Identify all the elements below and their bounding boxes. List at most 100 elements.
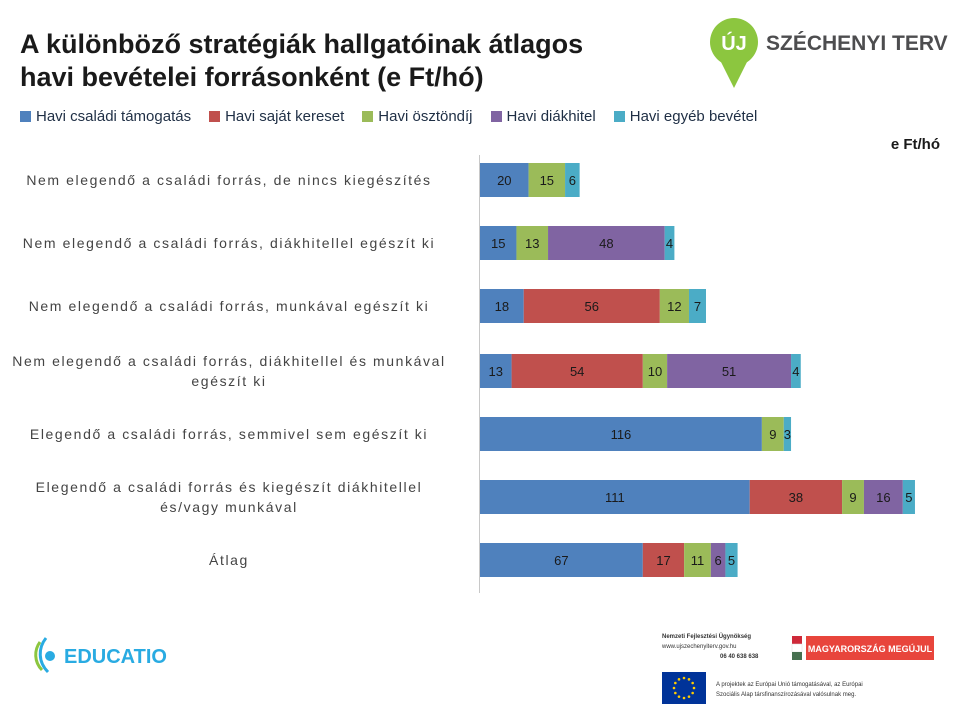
bar-segment	[565, 163, 580, 197]
category-label-line: egészít ki	[191, 373, 267, 389]
legend-label: Havi egyéb bevétel	[629, 108, 758, 125]
flag-white	[791, 643, 803, 653]
legend-swatch	[613, 111, 625, 122]
data-label: 10	[648, 364, 662, 379]
educatio-text: EDUCATIO	[64, 646, 167, 668]
bar-segment	[761, 417, 784, 451]
eu-star	[677, 678, 681, 681]
legend-swatch	[20, 111, 31, 122]
data-label: 5	[728, 553, 735, 568]
bar-segment	[688, 289, 706, 323]
data-label: 20	[497, 173, 511, 188]
category-label-line: Nem elegendő a családi forrás, de nincs …	[26, 172, 432, 188]
data-label: 13	[489, 364, 503, 379]
nfu-line-2: www.ujszechenyiterv.gov.hu	[661, 644, 736, 650]
bar-segment	[902, 480, 915, 514]
data-label: 15	[540, 173, 554, 188]
bar-segment	[480, 289, 524, 323]
data-label: 6	[569, 173, 576, 188]
data-label: 4	[792, 364, 799, 379]
category-label-line: Elegendő a családi forrás és kiegészít d…	[35, 479, 423, 495]
data-label: 4	[666, 236, 673, 251]
flag-green	[792, 652, 802, 660]
title-line-1: A különböző stratégiák hallgatóinak átla…	[20, 29, 584, 59]
bar-segment	[659, 289, 689, 323]
bar-segment	[642, 543, 685, 577]
hungary-banner-text: MAGYARORSZÁG MEGÚJUL	[808, 643, 933, 654]
data-label: 3	[784, 427, 791, 442]
legend-item: Havi ösztöndíj	[362, 108, 473, 125]
bar-segment	[480, 226, 517, 260]
legend-swatch	[362, 111, 374, 122]
data-label: 7	[694, 299, 701, 314]
bar-segment	[480, 417, 762, 451]
category-label: Nem elegendő a családi forrás, de nincs …	[0, 170, 464, 190]
category-label-line: és/vagy munkával	[160, 499, 298, 515]
category-label: Nem elegendő a családi forrás, munkával …	[0, 296, 464, 316]
eu-star	[691, 691, 694, 695]
category-label-line: Elegendő a családi forrás, semmivel sem …	[29, 426, 429, 442]
eu-star	[674, 681, 677, 685]
eu-star	[687, 695, 691, 698]
bar-segment	[684, 543, 711, 577]
category-label: Átlag	[0, 550, 464, 570]
legend-item: Havi diákhitel	[490, 108, 596, 125]
data-label: 51	[722, 364, 736, 379]
data-label: 5	[905, 490, 912, 505]
category-label: Nem elegendő a családi forrás, diákhitel…	[0, 233, 464, 253]
data-label: 17	[656, 553, 670, 568]
eu-star	[692, 686, 696, 690]
bar-segment	[842, 480, 864, 514]
data-label: 15	[491, 236, 505, 251]
data-label: 48	[599, 236, 613, 251]
flag-red	[792, 636, 802, 644]
eu-star	[691, 681, 694, 685]
data-label: 116	[611, 427, 632, 442]
legend-item: Havi egyéb bevétel	[613, 108, 758, 125]
data-label: 54	[570, 364, 584, 379]
legend-label: Havi diákhitel	[506, 108, 596, 125]
bar-segment	[783, 417, 792, 451]
bar-segment	[511, 354, 643, 388]
bar-segment	[664, 226, 675, 260]
data-label: 56	[585, 299, 599, 314]
bar-segment	[667, 354, 792, 388]
bar-segment	[548, 226, 665, 260]
bar-segment	[528, 163, 566, 197]
eu-star	[682, 676, 686, 680]
category-label-line: Átlag	[209, 552, 249, 568]
bar-segment	[725, 543, 738, 577]
legend-item: Havi saját kereset	[209, 108, 344, 125]
title-line-2: havi bevételei forrásonként (e Ft/hó)	[20, 62, 484, 92]
data-label: 9	[769, 427, 776, 442]
data-label: 11	[691, 553, 705, 568]
legend-item: Havi családi támogatás	[20, 108, 191, 125]
eu-star	[677, 695, 681, 698]
bar-segment	[710, 543, 726, 577]
data-label: 12	[667, 299, 681, 314]
eu-star	[672, 686, 676, 690]
category-label: Elegendő a családi forrás, semmivel sem …	[0, 424, 464, 444]
category-label-line: Nem elegendő a családi forrás, diákhitel…	[12, 353, 446, 369]
unit-label: e Ft/hó	[890, 136, 940, 153]
szechenyi-terv-logo: ÚJ SZÉCHENYI TERV	[710, 18, 948, 88]
data-label: 9	[849, 490, 856, 505]
szechenyi-text: SZÉCHENYI TERV	[766, 32, 948, 55]
data-label: 67	[554, 553, 568, 568]
eu-star	[687, 678, 691, 681]
data-label: 6	[715, 553, 722, 568]
bar-segment	[523, 289, 660, 323]
bar-segment	[480, 480, 750, 514]
bar-segment	[480, 543, 643, 577]
legend-swatch	[490, 111, 502, 122]
category-label: Elegendő a családi forrás és kiegészít d…	[0, 477, 464, 517]
data-label: 38	[789, 490, 803, 505]
bar-segment	[863, 480, 903, 514]
nfu-line-1: Nemzeti Fejlesztési Ügynökség	[662, 633, 751, 640]
category-label: Nem elegendő a családi forrás, diákhitel…	[0, 351, 464, 391]
category-axis-line	[479, 155, 480, 593]
data-label: 111	[605, 490, 625, 505]
nfu-line-3: 06 40 638 638	[720, 654, 759, 660]
bar-segment	[749, 480, 843, 514]
